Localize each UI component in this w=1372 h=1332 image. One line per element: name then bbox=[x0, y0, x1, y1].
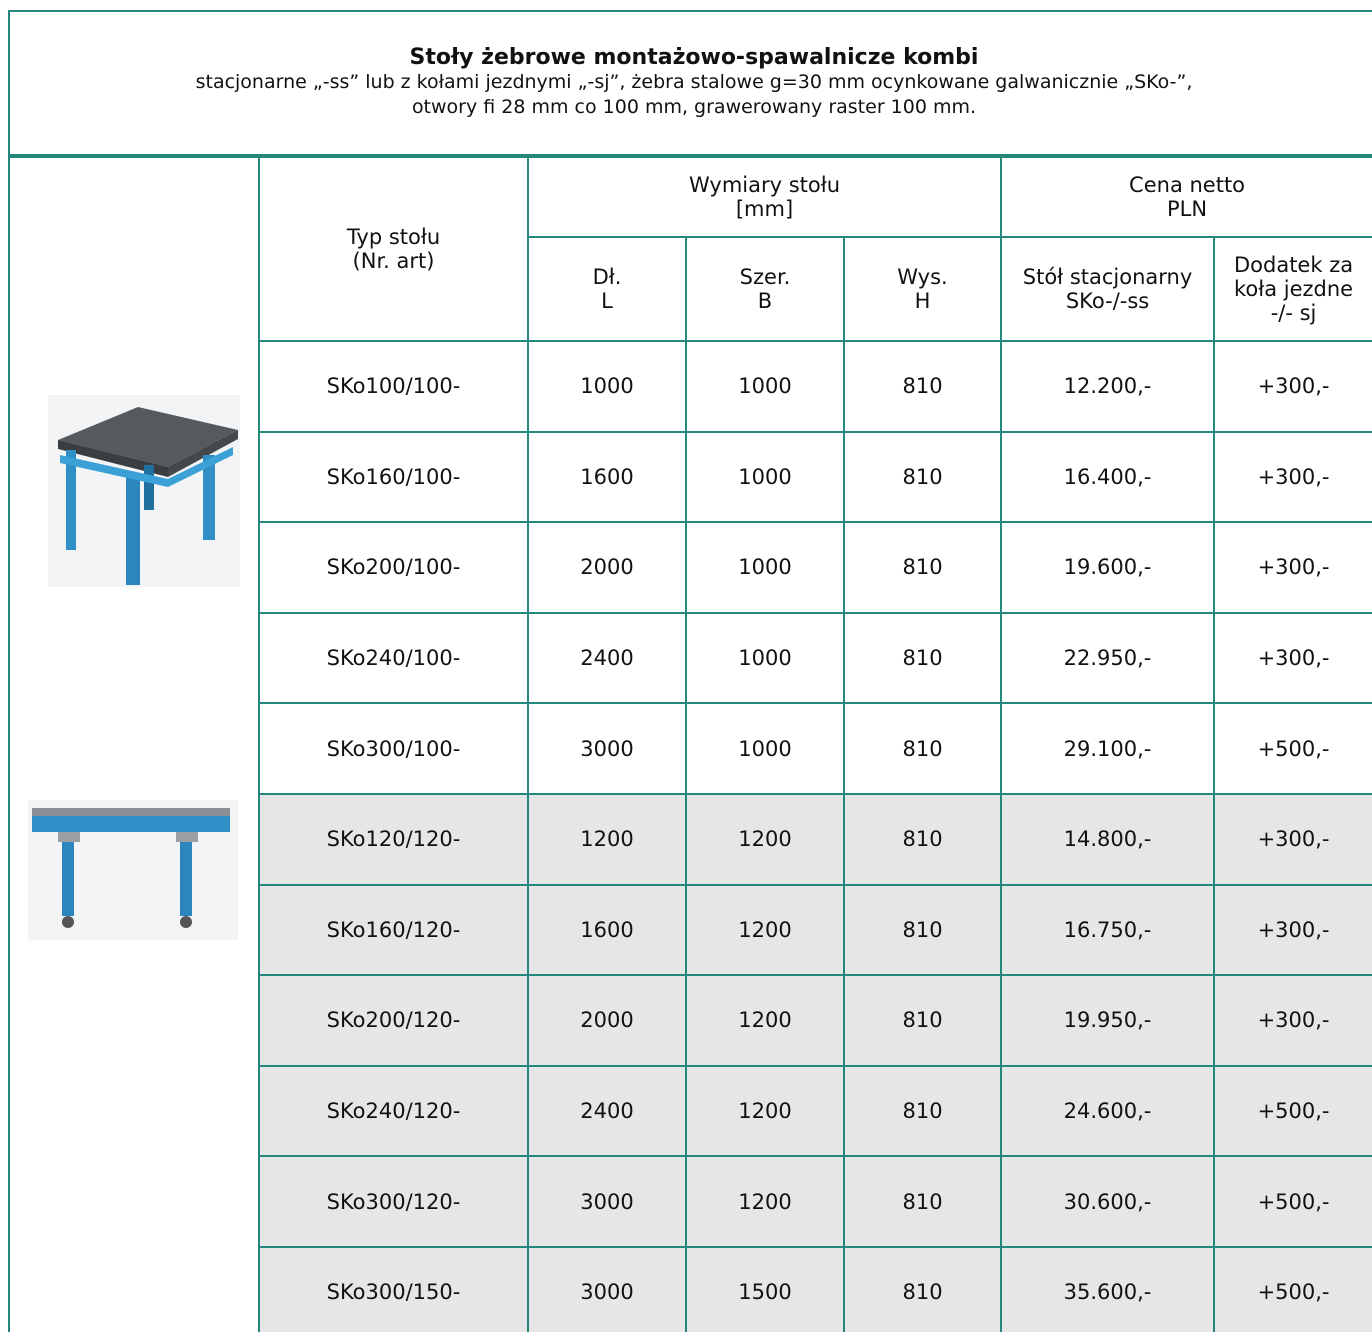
table-row: SKo240/100- 2400 1000 810 22.950,- +300,- bbox=[9, 611, 1372, 705]
column-header: Wymiary stołu [mm] bbox=[526, 156, 1003, 238]
header-row: Typ stołu (Nr. art) Wymiary stołu [mm] C… bbox=[8, 156, 1372, 1332]
table-row: SKo200/120- 2000 1200 810 19.950,- +300,- bbox=[9, 974, 1372, 1067]
price-wheels-cell: +300,- bbox=[1213, 611, 1372, 705]
price-stationary-cell: 29.100,- bbox=[1000, 702, 1216, 795]
subtitle-line: stacjonarne „-ss” lub z kołami jezdnymi … bbox=[195, 71, 1193, 93]
length-cell: 2000 bbox=[527, 521, 687, 614]
height-cell: 810 bbox=[842, 430, 1003, 524]
table-row: SKo100/100- 1000 1000 810 12.200,- +300,- bbox=[9, 340, 1372, 433]
height-cell: 810 bbox=[842, 792, 1003, 886]
height-cell: 810 bbox=[842, 1155, 1003, 1248]
length-cell: 2000 bbox=[527, 974, 687, 1067]
table-image-wheels bbox=[28, 800, 238, 940]
price-stationary-cell: 16.750,- bbox=[1000, 883, 1216, 977]
price-stationary-cell: 30.600,- bbox=[1000, 1155, 1216, 1248]
length-cell: 2400 bbox=[527, 611, 687, 705]
type-cell: SKo200/120- bbox=[258, 974, 529, 1067]
column-header: Dł. L bbox=[527, 236, 687, 342]
price-stationary-cell: 22.950,- bbox=[1000, 611, 1216, 705]
column-header: Wys. H bbox=[842, 236, 1003, 342]
height-cell: 810 bbox=[842, 340, 1003, 433]
width-cell: 1500 bbox=[685, 1245, 845, 1332]
price-table: Typ stołu (Nr. art) Wymiary stołu [mm] C… bbox=[8, 156, 1372, 1332]
height-cell: 810 bbox=[842, 1064, 1003, 1158]
type-cell: SKo100/100- bbox=[258, 340, 529, 433]
width-cell: 1200 bbox=[685, 974, 845, 1067]
length-cell: 2400 bbox=[527, 1064, 687, 1158]
price-wheels-cell: +500,- bbox=[1213, 1245, 1372, 1332]
table-row: SKo300/100- 3000 1000 810 29.100,- +500,- bbox=[9, 702, 1372, 795]
price-stationary-cell: 16.400,- bbox=[1000, 430, 1216, 524]
price-stationary-cell: 14.800,- bbox=[1000, 792, 1216, 886]
height-cell: 810 bbox=[842, 974, 1003, 1067]
type-cell: SKo160/100- bbox=[258, 430, 529, 524]
width-cell: 1000 bbox=[685, 430, 845, 524]
length-cell: 1000 bbox=[527, 340, 687, 433]
length-cell: 1600 bbox=[527, 883, 687, 977]
price-wheels-cell: +300,- bbox=[1213, 430, 1372, 524]
price-stationary-cell: 24.600,- bbox=[1000, 1064, 1216, 1158]
table-row: SKo200/100- 2000 1000 810 19.600,- +300,- bbox=[9, 521, 1372, 614]
subtitle-line: otwory fi 28 mm co 100 mm, grawerowany r… bbox=[411, 96, 977, 118]
type-cell: SKo120/120- bbox=[258, 792, 529, 886]
table-image-stationary bbox=[48, 395, 240, 587]
price-wheels-cell: +500,- bbox=[1213, 1155, 1372, 1248]
price-wheels-cell: +300,- bbox=[1213, 792, 1372, 886]
type-cell: SKo300/120- bbox=[258, 1155, 529, 1248]
width-cell: 1200 bbox=[685, 792, 845, 886]
header: Stoły żebrowe montażowo-spawalnicze komb… bbox=[8, 10, 1372, 156]
price-wheels-cell: +300,- bbox=[1213, 521, 1372, 614]
length-cell: 1200 bbox=[527, 792, 687, 886]
type-cell: SKo240/100- bbox=[258, 611, 529, 705]
type-cell: SKo300/100- bbox=[258, 702, 529, 795]
height-cell: 810 bbox=[842, 883, 1003, 977]
width-cell: 1000 bbox=[685, 611, 845, 705]
price-stationary-cell: 12.200,- bbox=[1000, 340, 1216, 433]
title: Stoły żebrowe montażowo-spawalnicze komb… bbox=[409, 45, 979, 70]
width-cell: 1200 bbox=[685, 1064, 845, 1158]
table-row: SKo240/120- 2400 1200 810 24.600,- +500,- bbox=[9, 1064, 1372, 1158]
height-cell: 810 bbox=[842, 611, 1003, 705]
price-stationary-cell: 35.600,- bbox=[1000, 1245, 1216, 1332]
price-stationary-cell: 19.600,- bbox=[1000, 521, 1216, 614]
table-row: SKo300/120- 3000 1200 810 30.600,- +500,- bbox=[9, 1155, 1372, 1248]
length-cell: 3000 bbox=[527, 1155, 687, 1248]
width-cell: 1000 bbox=[685, 702, 845, 795]
height-cell: 810 bbox=[842, 702, 1003, 795]
price-wheels-cell: +300,- bbox=[1213, 883, 1372, 977]
column-header: Cena netto PLN bbox=[1000, 156, 1372, 238]
type-cell: SKo160/120- bbox=[258, 883, 529, 977]
column-header: Typ stołu (Nr. art) bbox=[258, 156, 529, 342]
price-wheels-cell: +300,- bbox=[1213, 974, 1372, 1067]
table-row: SKo160/120- 1600 1200 810 16.750,- +300,- bbox=[9, 883, 1372, 977]
width-cell: 1000 bbox=[685, 340, 845, 433]
length-cell: 3000 bbox=[527, 702, 687, 795]
price-stationary-cell: 19.950,- bbox=[1000, 974, 1216, 1067]
length-cell: 1600 bbox=[527, 430, 687, 524]
image-cell bbox=[8, 156, 260, 1332]
price-wheels-cell: +500,- bbox=[1213, 1064, 1372, 1158]
length-cell: 3000 bbox=[527, 1245, 687, 1332]
column-header: Stół stacjonarny SKo-/-ss bbox=[1000, 236, 1216, 342]
table-row: SKo120/120- 1200 1200 810 14.800,- +300,- bbox=[9, 792, 1372, 886]
type-cell: SKo240/120- bbox=[258, 1064, 529, 1158]
width-cell: 1200 bbox=[685, 1155, 845, 1248]
table-row: SKo160/100- 1600 1000 810 16.400,- +300,- bbox=[9, 430, 1372, 524]
column-header: Dodatek za koła jezdne -/- sj bbox=[1213, 236, 1372, 342]
height-cell: 810 bbox=[842, 1245, 1003, 1332]
table-row: SKo300/150- 3000 1500 810 35.600,- +500,- bbox=[9, 1245, 1372, 1332]
type-cell: SKo200/100- bbox=[258, 521, 529, 614]
price-wheels-cell: +300,- bbox=[1213, 340, 1372, 433]
type-cell: SKo300/150- bbox=[258, 1245, 529, 1332]
height-cell: 810 bbox=[842, 521, 1003, 614]
header-row: Dł. L Szer. B Wys. H Stół stacjonarny SK… bbox=[9, 236, 1372, 342]
width-cell: 1200 bbox=[685, 883, 845, 977]
width-cell: 1000 bbox=[685, 521, 845, 614]
price-wheels-cell: +500,- bbox=[1213, 702, 1372, 795]
column-header: Szer. B bbox=[685, 236, 845, 342]
